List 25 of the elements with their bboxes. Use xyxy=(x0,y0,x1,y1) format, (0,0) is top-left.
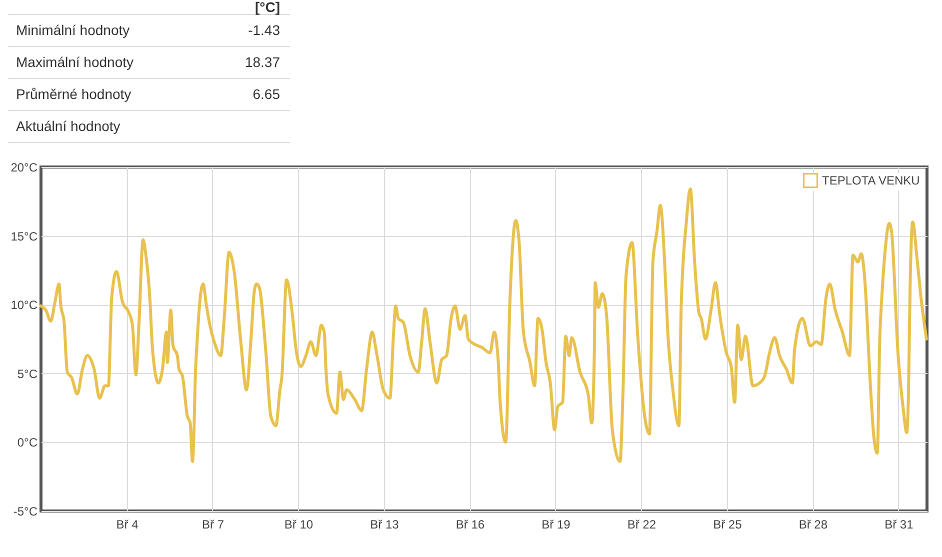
y-tick-label: 10°C xyxy=(10,298,38,312)
x-tick-label: Bř 25 xyxy=(713,518,742,532)
y-tick-label: 20°C xyxy=(10,160,38,174)
x-tick-label: Bř 13 xyxy=(370,518,400,532)
x-tick-label: Bř 19 xyxy=(542,518,571,532)
text: Maximální hodnoty xyxy=(16,53,134,72)
x-tick-label: Bř 22 xyxy=(627,518,656,532)
x-tick-label: Bř 31 xyxy=(884,518,914,532)
y-tick-label: -5°C xyxy=(13,504,38,518)
x-tick-label: Bř 16 xyxy=(456,518,485,532)
text: Minimální hodnoty xyxy=(16,21,130,40)
y-tick-label: 0°C xyxy=(17,436,38,450)
legend-label: TEPLOTA VENKU xyxy=(822,174,920,188)
x-tick-label: Bř 7 xyxy=(202,518,224,532)
text: 18.37 xyxy=(244,53,280,72)
x-tick-label: Bř 28 xyxy=(798,518,828,532)
x-tick-label: Bř 10 xyxy=(284,518,314,532)
text: -1.43 xyxy=(248,21,280,40)
y-tick-label: 15°C xyxy=(10,229,38,244)
text: [°C] xyxy=(254,0,280,15)
text: Průměrné hodnoty xyxy=(16,85,132,104)
x-tick-label: Bř 4 xyxy=(116,518,139,532)
text: Aktuální hodnoty xyxy=(16,117,120,136)
text: 6.65 xyxy=(252,85,280,104)
y-tick-label: 5°C xyxy=(17,366,38,381)
